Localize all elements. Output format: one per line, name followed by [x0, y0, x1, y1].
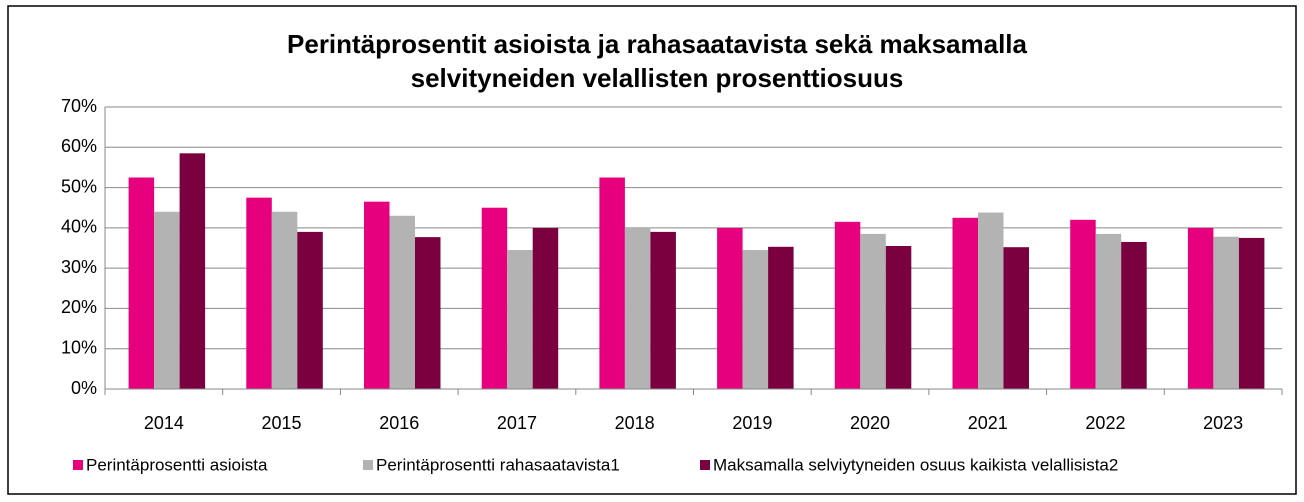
y-tick-label: 30%: [61, 257, 97, 277]
bar: [532, 227, 559, 389]
bar: [246, 197, 272, 389]
legend-label: Perintäprosentti rahasaatavista1: [376, 455, 620, 474]
bar: [624, 227, 651, 389]
x-tick-label: 2023: [1203, 413, 1243, 433]
bar: [481, 207, 508, 389]
bar: [1070, 219, 1096, 389]
bar: [1238, 237, 1265, 389]
x-tick-label: 2018: [615, 413, 655, 433]
bar: [834, 221, 861, 389]
bar: [271, 211, 298, 389]
bar: [742, 250, 769, 389]
bar: [885, 245, 912, 389]
x-tick-label: 2022: [1085, 413, 1125, 433]
y-tick-label: 60%: [61, 136, 97, 156]
x-tick-label: 2014: [144, 413, 184, 433]
x-tick-label: 2021: [968, 413, 1008, 433]
bar: [952, 217, 978, 389]
bar: [389, 215, 415, 389]
bar: [860, 233, 886, 389]
chart-title: Perintäprosentit asioista ja rahasaatavi…: [287, 29, 1027, 59]
bar: [415, 237, 441, 389]
y-tick-label: 70%: [61, 96, 97, 116]
bar: [1213, 236, 1239, 389]
bar: [1187, 227, 1214, 389]
legend-label: Perintäprosentti asioista: [86, 455, 268, 474]
bar: [1003, 247, 1029, 389]
bar: [599, 177, 625, 389]
x-tick-label: 2019: [732, 413, 772, 433]
bar: [128, 177, 155, 389]
x-tick-label: 2017: [497, 413, 537, 433]
chart-title: selvityneiden velallisten prosenttiosuus: [411, 63, 904, 93]
bar: [650, 231, 676, 389]
legend-marker: [700, 460, 710, 470]
bar: [978, 212, 1004, 389]
bar: [507, 250, 533, 389]
y-tick-label: 50%: [61, 176, 97, 196]
x-tick-label: 2015: [262, 413, 302, 433]
x-tick-label: 2016: [379, 413, 419, 433]
legend-marker: [363, 460, 373, 470]
y-tick-label: 10%: [61, 337, 97, 357]
y-tick-label: 40%: [61, 217, 97, 237]
bar: [1121, 241, 1147, 389]
bar: [717, 227, 743, 389]
bar: [154, 211, 180, 389]
legend-label: Maksamalla selviytyneiden osuus kaikista…: [713, 455, 1118, 474]
y-tick-label: 0%: [71, 378, 97, 398]
legend-marker: [73, 460, 83, 470]
bar: [1095, 233, 1122, 389]
bar: [297, 231, 323, 389]
bar: [364, 201, 390, 389]
bar: [179, 153, 206, 389]
bar: [768, 246, 794, 389]
x-tick-label: 2020: [850, 413, 890, 433]
y-tick-label: 20%: [61, 297, 97, 317]
